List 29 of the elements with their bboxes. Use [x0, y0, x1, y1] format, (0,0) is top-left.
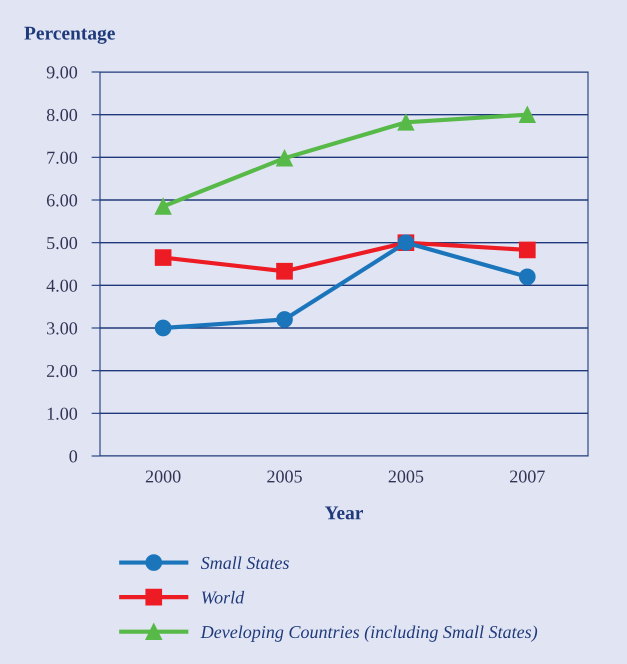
y-axis-title: Percentage — [24, 26, 115, 44]
legend-label: World — [202, 590, 244, 604]
point — [518, 106, 536, 123]
y-tick-label: 6.00 — [46, 194, 78, 207]
y-tick-label: 9.00 — [46, 66, 78, 79]
y-tick-label: 4.00 — [46, 280, 78, 292]
x-tick-label: 2005 — [267, 470, 302, 483]
x-tick-label: 2007 — [510, 470, 545, 483]
point — [154, 320, 172, 336]
legend-label: Developing Countries (including Small States) — [200, 625, 538, 642]
point — [154, 198, 172, 215]
y-tick-label: 8.00 — [46, 108, 78, 122]
point — [276, 150, 293, 167]
point — [276, 311, 293, 328]
point — [518, 242, 536, 258]
y-tick-label: 2.00 — [46, 364, 78, 378]
x-tick-label: 2005 — [388, 470, 424, 483]
point — [154, 249, 172, 266]
point — [398, 114, 414, 131]
x-tick-label: 2000 — [146, 470, 180, 483]
y-tick-label: 1.00 — [48, 408, 78, 420]
y-tick-label: 3.00 — [47, 322, 78, 335]
legend-label: Small States — [200, 556, 289, 570]
point — [518, 268, 536, 286]
y-tick-label: 5.00 — [47, 236, 78, 250]
x-axis-title: Year — [324, 506, 364, 520]
point — [276, 262, 293, 280]
y-tick-label: 7.00 — [47, 152, 78, 164]
y-tick-label: 0 — [69, 450, 78, 462]
